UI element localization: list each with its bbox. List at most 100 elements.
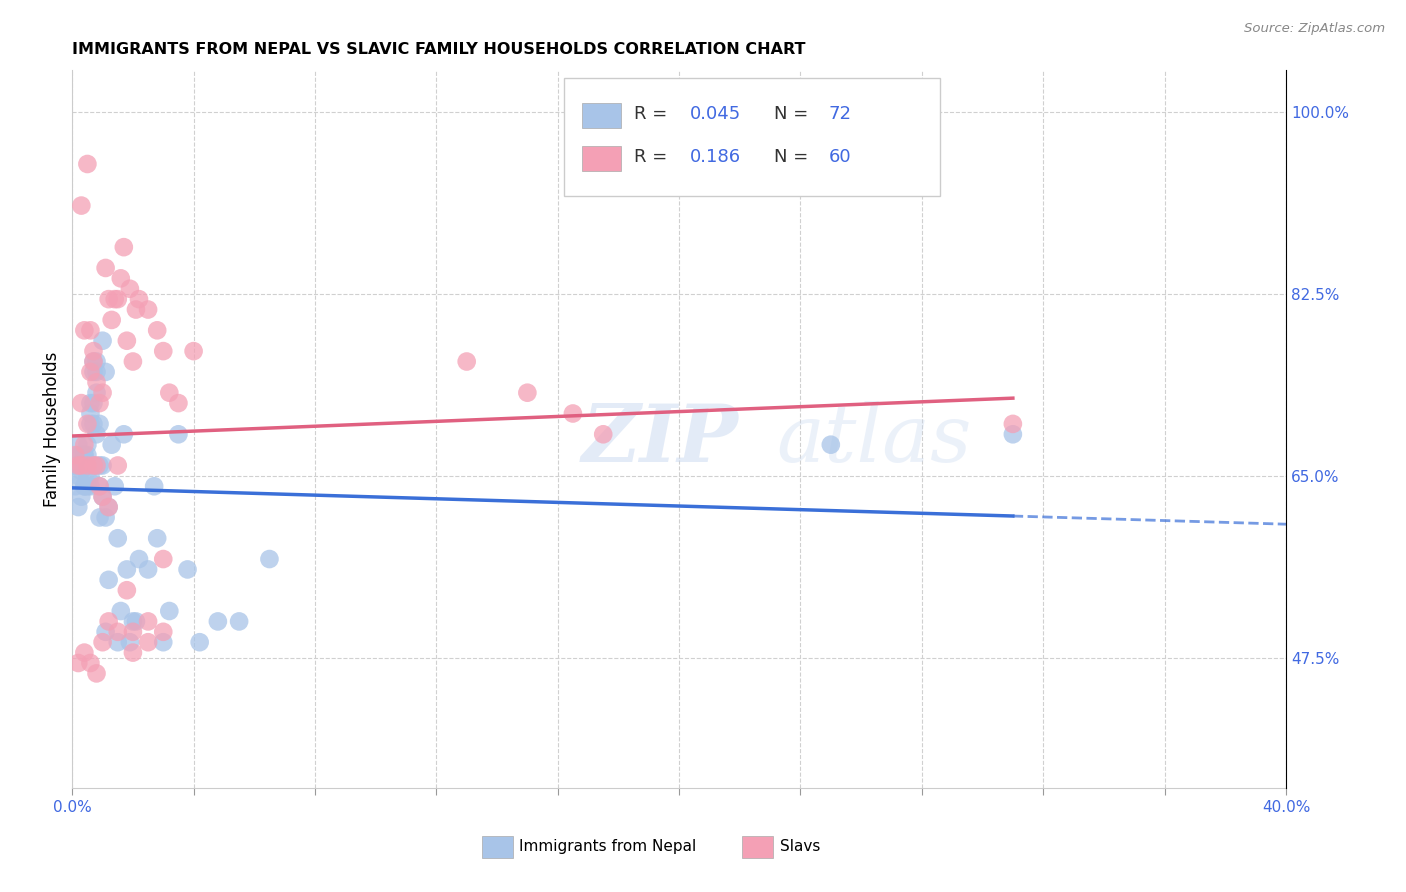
Point (65, 448, 87, 462)
Point (516, 385, 538, 400)
Point (76, 468, 98, 483)
Point (118, 282, 141, 296)
FancyBboxPatch shape (582, 103, 621, 128)
Y-axis label: Family Households: Family Households (44, 351, 60, 507)
Point (122, 624, 145, 639)
Point (157, 385, 180, 400)
Text: Immigrants from Nepal: Immigrants from Nepal (519, 839, 696, 855)
Point (73, 448, 96, 462)
Point (89, 458, 111, 473)
Point (82, 354, 104, 368)
Point (79, 407, 101, 421)
Point (82, 396, 104, 410)
Point (67, 656, 90, 670)
Point (107, 458, 129, 473)
Point (128, 292, 150, 306)
Point (67, 458, 90, 473)
Text: Slavs: Slavs (780, 839, 821, 855)
Point (73, 646, 96, 660)
FancyBboxPatch shape (582, 145, 621, 171)
Text: ZIP: ZIP (582, 401, 740, 479)
Point (97, 500, 120, 514)
Point (136, 615, 159, 629)
Point (118, 635, 141, 649)
Point (176, 562, 198, 576)
Point (152, 624, 174, 639)
Point (167, 427, 190, 442)
Point (86, 365, 108, 379)
Point (107, 292, 129, 306)
Point (82, 365, 104, 379)
Point (115, 562, 138, 576)
Point (76, 438, 98, 452)
Point (207, 615, 229, 629)
Point (86, 666, 108, 681)
Point (86, 427, 108, 442)
Text: R =: R = (634, 105, 673, 123)
Point (73, 448, 96, 462)
Point (91, 458, 114, 473)
Point (67, 448, 90, 462)
Point (146, 323, 169, 337)
Point (86, 376, 108, 390)
Text: atlas: atlas (776, 401, 972, 479)
Point (79, 323, 101, 337)
Point (73, 453, 96, 467)
Point (91, 385, 114, 400)
Point (73, 479, 96, 493)
Point (82, 344, 104, 359)
Text: 0.045: 0.045 (690, 105, 741, 123)
Point (122, 646, 145, 660)
Point (70, 458, 93, 473)
Point (70, 458, 93, 473)
Point (94, 260, 117, 275)
Point (76, 458, 98, 473)
Point (592, 427, 614, 442)
Point (67, 500, 90, 514)
Point (110, 271, 132, 285)
Point (97, 615, 120, 629)
Point (1001, 417, 1024, 431)
Point (82, 354, 104, 368)
Point (112, 240, 135, 254)
Point (110, 604, 132, 618)
Point (94, 510, 117, 524)
Point (86, 354, 108, 368)
FancyBboxPatch shape (564, 78, 941, 196)
Point (152, 344, 174, 359)
Point (152, 552, 174, 566)
Point (146, 531, 169, 545)
Point (67, 438, 90, 452)
Point (228, 615, 250, 629)
Text: 0.186: 0.186 (690, 148, 741, 166)
Point (143, 479, 166, 493)
Point (79, 417, 101, 431)
Point (70, 448, 93, 462)
Point (82, 458, 104, 473)
Point (115, 583, 138, 598)
Point (70, 396, 93, 410)
Text: N =: N = (773, 105, 814, 123)
Point (89, 396, 111, 410)
Point (94, 624, 117, 639)
Point (89, 510, 111, 524)
Point (65, 458, 87, 473)
Point (456, 354, 478, 368)
Point (259, 552, 281, 566)
Text: 60: 60 (828, 148, 851, 166)
Point (73, 438, 96, 452)
Point (86, 385, 108, 400)
Point (104, 292, 127, 306)
Point (76, 458, 98, 473)
Point (125, 302, 148, 317)
Point (76, 417, 98, 431)
Point (70, 490, 93, 504)
Text: IMMIGRANTS FROM NEPAL VS SLAVIC FAMILY HOUSEHOLDS CORRELATION CHART: IMMIGRANTS FROM NEPAL VS SLAVIC FAMILY H… (72, 42, 806, 57)
Point (820, 438, 842, 452)
Point (91, 334, 114, 348)
Point (128, 552, 150, 566)
Point (79, 365, 101, 379)
Point (91, 490, 114, 504)
Point (136, 635, 159, 649)
Point (188, 635, 211, 649)
